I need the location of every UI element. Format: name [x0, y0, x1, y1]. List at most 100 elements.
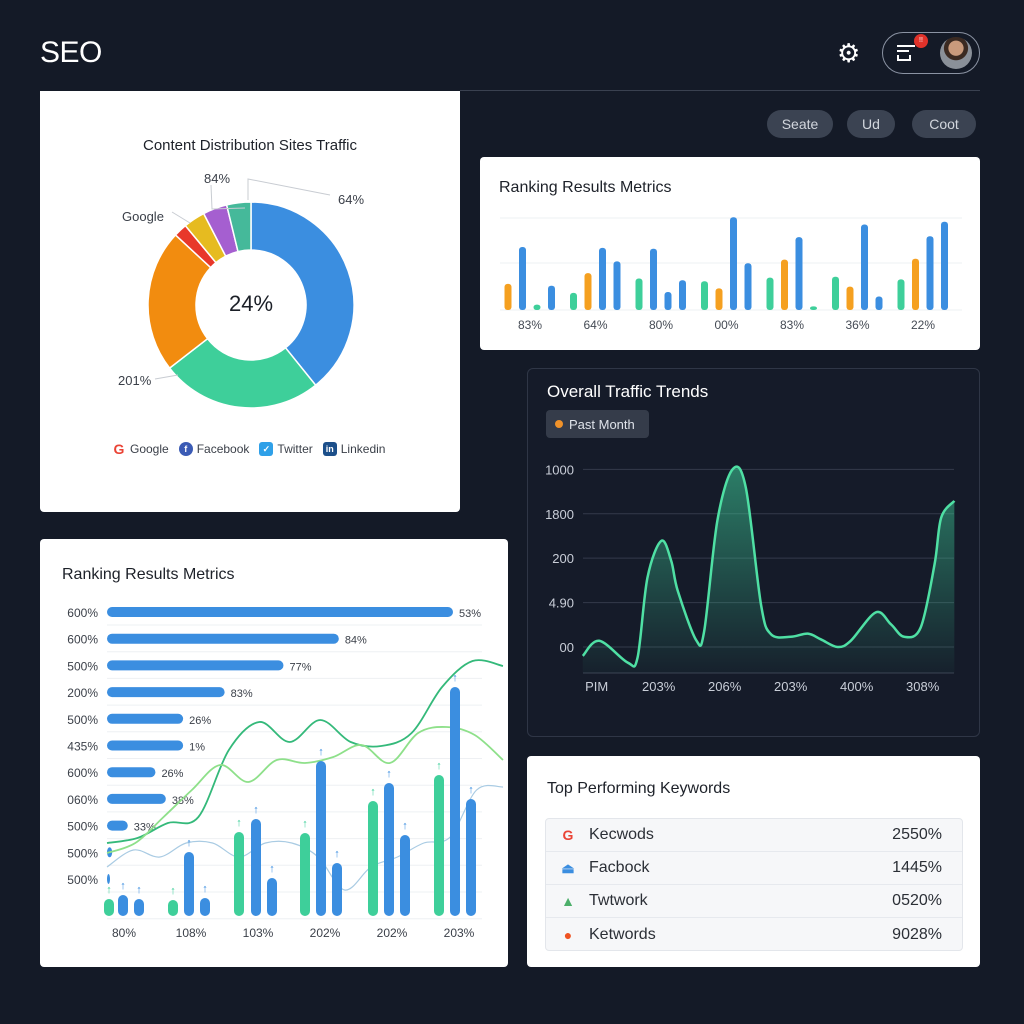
x-tick-label: 308%: [906, 679, 940, 694]
trend-line: [106, 726, 504, 854]
row-label: 200%: [67, 686, 98, 700]
facebook-icon: f: [178, 442, 193, 456]
ranking-title-bottom: Ranking Results Metrics: [62, 566, 235, 583]
traffic-trends-card: Overall Traffic Trends Past Month 00 4.90…: [527, 368, 980, 737]
vertical-bar: [332, 863, 342, 916]
past-month-filter[interactable]: Past Month: [546, 410, 649, 438]
keyword-row[interactable]: G Kecwods 2550%: [546, 819, 962, 852]
twitter-icon: ✓: [259, 442, 274, 456]
google-icon: G: [562, 827, 574, 843]
traffic-title: Overall Traffic Trends: [547, 382, 709, 401]
notifications-icon[interactable]: [897, 45, 915, 61]
horizontal-bar: [107, 767, 156, 778]
vertical-bar: [267, 878, 277, 916]
up-arrow-icon: ↑: [253, 804, 259, 816]
coot-button[interactable]: Coot: [912, 110, 976, 138]
row-label: 600%: [67, 606, 98, 620]
row-label: 435%: [67, 740, 98, 754]
ranking-bar: [701, 281, 708, 310]
linkedin-icon: in: [322, 442, 337, 456]
keyword-row[interactable]: ● Ketwords 9028%: [546, 918, 962, 951]
x-tick-label: 36%: [845, 318, 869, 332]
ranking-bar: [875, 296, 883, 310]
x-tick-label: 400%: [840, 679, 874, 694]
ranking-bar: [861, 224, 868, 310]
row-label: 600%: [67, 766, 98, 780]
bar-value-label: 84%: [345, 635, 367, 647]
up-arrow-icon: ↑: [236, 817, 242, 829]
donut-annotation-201: 201%: [118, 373, 152, 388]
legend-twitter[interactable]: ✓ Twitter: [259, 442, 313, 456]
ranking-bar: [781, 259, 788, 310]
ud-button[interactable]: Ud: [847, 110, 895, 138]
keyword-row[interactable]: ⏏ Facbock 1445%: [546, 852, 962, 885]
ranking-bar: [548, 285, 555, 310]
keyword-row[interactable]: ▲ Twtwork 0520%: [546, 885, 962, 918]
gear-icon[interactable]: ⚙: [837, 38, 861, 68]
top-keywords-card: Top Performing Keywords G Kecwods 2550% ⏏…: [527, 756, 980, 967]
x-tick-label: 203%: [642, 679, 676, 694]
up-arrow-icon: ↑: [136, 884, 142, 896]
vertical-bar: [104, 899, 114, 916]
up-arrow-icon: ↑: [468, 784, 474, 796]
keywords-title: Top Performing Keywords: [547, 780, 731, 797]
row-label: 500%: [67, 659, 98, 673]
vertical-bar: [184, 852, 194, 916]
page-title: SEO: [40, 36, 102, 69]
x-tick-label: 202%: [377, 926, 408, 940]
legend-google[interactable]: G Google: [113, 441, 169, 457]
row-label: 500%: [67, 846, 98, 860]
bar-value-label: 77%: [289, 661, 311, 673]
google-icon: G: [113, 441, 125, 457]
row-label: 500%: [67, 873, 98, 887]
up-arrow-icon: ↑: [269, 863, 275, 875]
ranking-metrics-card-bottom: Ranking Results Metrics 600% 53% 600% 84% 50…: [40, 539, 508, 967]
user-menu[interactable]: !!: [882, 32, 980, 74]
donut-title: Content Distribution Sites Traffic: [143, 137, 357, 154]
ranking-bar: [599, 247, 606, 310]
up-arrow-icon: ↑: [452, 672, 458, 684]
vertical-bar: [466, 799, 476, 916]
vertical-bar: [118, 895, 128, 916]
donut-annotation-84: 84%: [204, 171, 231, 186]
donut-annotation-64: 64%: [338, 192, 365, 207]
x-tick-label: 80%: [649, 318, 673, 332]
ranking-bar: [846, 286, 854, 310]
x-tick-label: 64%: [583, 318, 607, 332]
x-tick-label: 203%: [774, 679, 808, 694]
ranking-bar: [912, 258, 919, 310]
y-tick-label: 1800: [545, 507, 574, 522]
x-tick-label: 108%: [176, 926, 207, 940]
ranking-bar: [926, 236, 934, 310]
legend-linkedin[interactable]: in Linkedin: [322, 442, 385, 456]
y-tick-label: 00: [560, 640, 574, 655]
donut-slice: [147, 233, 212, 370]
up-arrow-icon: ↑: [334, 848, 340, 860]
up-arrow-icon: ↑: [370, 786, 376, 798]
ranking-bar: [533, 304, 541, 310]
row-label: 600%: [67, 633, 98, 647]
x-tick-label: 202%: [310, 926, 341, 940]
vertical-bar: [384, 783, 394, 916]
x-tick-label: 206%: [708, 679, 742, 694]
row-label: 500%: [67, 713, 98, 727]
legend-facebook[interactable]: f Facebook: [178, 442, 249, 456]
x-tick-label: 00%: [714, 318, 738, 332]
bar-value-label: 26%: [161, 768, 183, 780]
seate-button[interactable]: Seate: [767, 110, 833, 138]
keywords-icon: ●: [563, 926, 573, 943]
up-arrow-icon: ↑: [436, 760, 442, 772]
legend-dot-icon: [555, 420, 563, 428]
ranking-bar: [635, 278, 643, 310]
donut-center-label: 24%: [228, 291, 274, 316]
avatar[interactable]: [940, 37, 972, 69]
horizontal-bar: [107, 793, 166, 804]
trend-line: [106, 659, 504, 844]
x-tick-label: 103%: [243, 926, 274, 940]
notification-badge: !!: [914, 34, 928, 48]
x-tick-label: 83%: [518, 318, 542, 332]
bar-value-label: 53%: [459, 608, 481, 620]
horizontal-bar: [107, 740, 184, 751]
traffic-line: [581, 465, 956, 668]
vertical-bar: [400, 835, 410, 916]
